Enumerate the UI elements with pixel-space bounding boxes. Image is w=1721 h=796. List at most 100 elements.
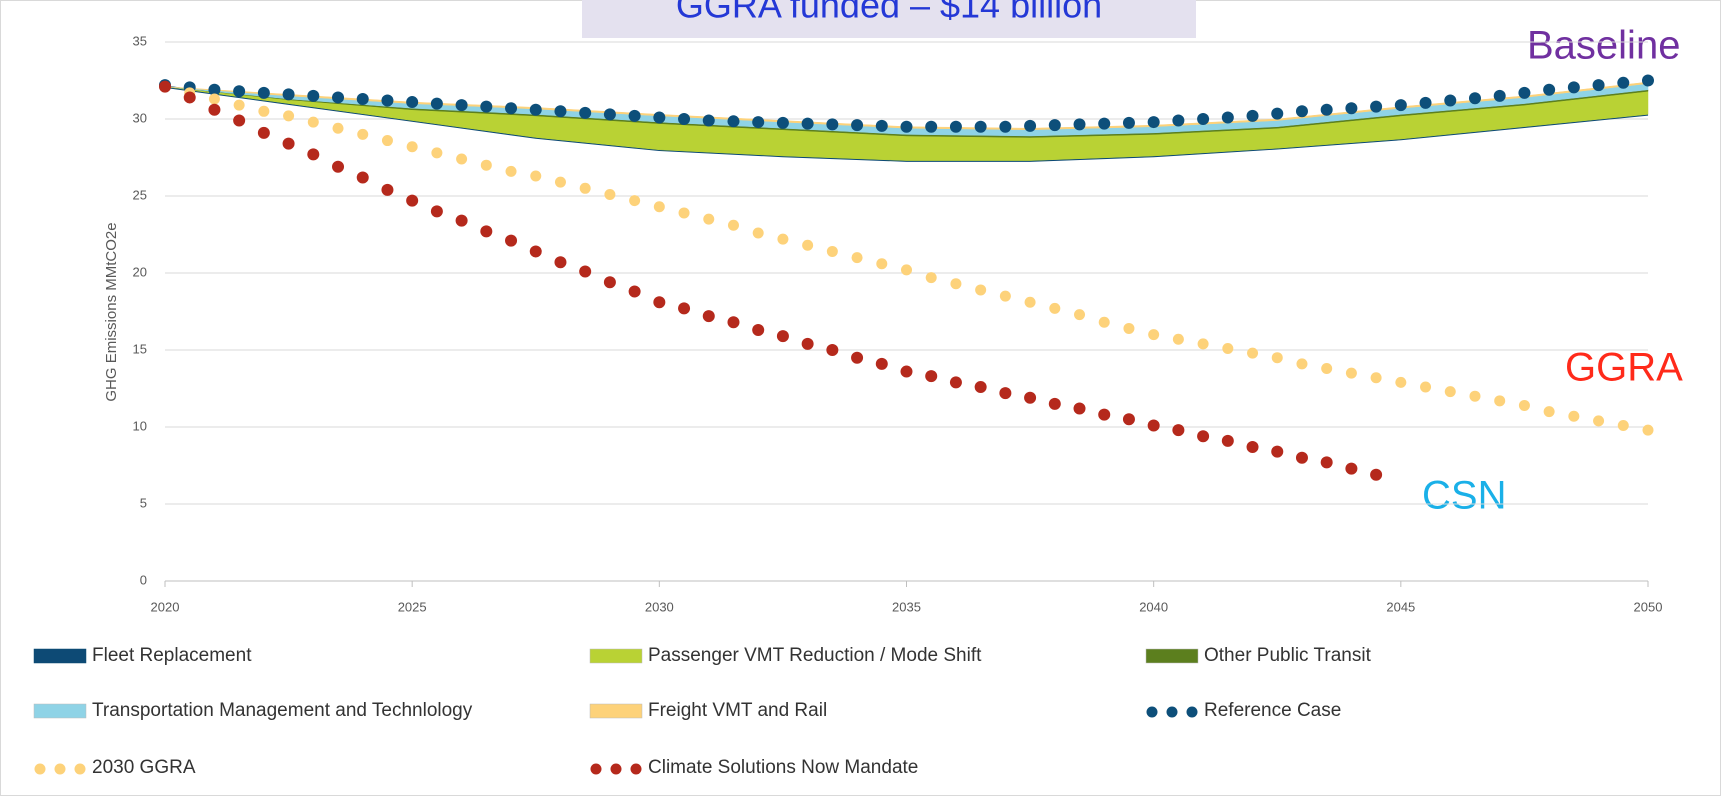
dot (1049, 302, 1061, 314)
dot (678, 302, 691, 315)
dot (826, 118, 839, 131)
dot (1172, 114, 1185, 127)
dot (1345, 367, 1357, 379)
dot (925, 370, 938, 383)
dot (332, 91, 345, 104)
dot (1197, 338, 1209, 350)
dot (678, 207, 690, 219)
dot (1048, 119, 1061, 132)
dot (1147, 419, 1160, 432)
dot (258, 105, 270, 117)
dot (208, 93, 220, 105)
x-tick-label: 2050 (1634, 599, 1663, 614)
dot (1568, 410, 1580, 422)
dot (1469, 390, 1481, 402)
dot (1172, 333, 1184, 345)
y-tick-label: 5 (140, 495, 147, 510)
dot (1073, 402, 1086, 415)
dot (1567, 81, 1580, 94)
dot (1370, 372, 1382, 384)
dot (579, 265, 592, 278)
dot (480, 100, 493, 113)
dot (653, 111, 666, 124)
dot (456, 153, 468, 165)
legend-swatch (33, 703, 87, 719)
dot (1074, 309, 1086, 321)
dot (1246, 441, 1259, 454)
dot (406, 194, 419, 207)
dot (381, 94, 394, 107)
dot (974, 120, 987, 133)
y-tick-label: 25 (133, 187, 147, 202)
legend-swatch (54, 763, 66, 775)
dot (332, 160, 345, 173)
dot (1246, 109, 1259, 122)
dot (826, 344, 839, 356)
dot (703, 213, 715, 225)
dot (1345, 102, 1358, 115)
dot (1420, 381, 1432, 393)
dot (999, 290, 1011, 302)
dot (628, 109, 641, 122)
dot (1321, 362, 1333, 374)
dot (603, 108, 616, 121)
chart-title: GGRA funded – $14 billion (676, 0, 1102, 26)
x-tick-label: 2020 (151, 599, 180, 614)
dot (431, 147, 443, 159)
dot (406, 96, 419, 109)
dot (505, 102, 518, 115)
dot (603, 276, 616, 289)
dot (752, 116, 765, 129)
annotation: GGRA (1565, 346, 1683, 390)
dot (1197, 430, 1210, 443)
dot (974, 380, 987, 393)
dot (1320, 456, 1333, 469)
dot (776, 330, 789, 343)
dot (332, 122, 344, 134)
dot (851, 119, 864, 132)
legend-swatch (33, 648, 87, 664)
x-tick-label: 2025 (398, 599, 427, 614)
dot (851, 351, 864, 364)
dot (430, 97, 443, 110)
y-tick-label: 35 (133, 33, 147, 48)
dot (1123, 322, 1135, 334)
dot (1518, 399, 1530, 411)
dot (1122, 116, 1135, 129)
dot (802, 239, 814, 251)
dot (1098, 408, 1111, 421)
dot (1468, 92, 1481, 105)
dot (183, 91, 196, 104)
legend-swatch (1145, 648, 1199, 664)
dot (1295, 105, 1308, 118)
legend-swatch (74, 763, 86, 775)
dot (950, 278, 962, 290)
dot (900, 365, 913, 378)
dot (801, 117, 814, 130)
dot (826, 245, 838, 257)
dot (159, 80, 171, 93)
dot (1048, 397, 1061, 410)
annotation: CSN (1422, 474, 1506, 518)
legend-swatch (34, 763, 46, 775)
dot (381, 135, 393, 147)
legend-label: Fleet Replacement (92, 645, 252, 666)
legend-label: Reference Case (1204, 700, 1341, 721)
legend-label: 2030 GGRA (92, 757, 196, 778)
dot (208, 103, 221, 116)
dot (529, 245, 542, 258)
dot (307, 148, 320, 161)
legend-swatch (610, 763, 622, 775)
legend-swatch (589, 703, 643, 719)
dot (925, 272, 937, 284)
dot (1295, 451, 1308, 464)
dot (949, 120, 962, 133)
dot (1593, 415, 1605, 427)
dot (925, 120, 938, 133)
dot (1642, 74, 1654, 87)
dot (1024, 391, 1037, 404)
dot (356, 171, 369, 184)
y-tick-label: 20 (133, 264, 147, 279)
legend-label: Freight VMT and Rail (648, 700, 827, 721)
